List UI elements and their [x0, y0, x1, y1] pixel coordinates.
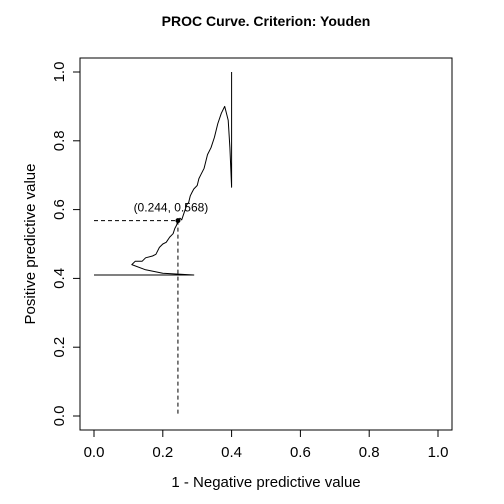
y-tick-label: 0.0: [51, 406, 68, 427]
x-tick-label: 0.8: [359, 444, 380, 461]
x-tick-label: 0.6: [290, 444, 311, 461]
y-axis-label: Positive predictive value: [22, 164, 39, 325]
y-tick-label: 0.2: [51, 337, 68, 358]
annotation-layer: (0.244, 0.568): [94, 201, 208, 416]
x-axis: 0.0 0.2 0.4 0.6 0.8 1.0: [84, 429, 449, 461]
chart-title: PROC Curve. Criterion: Youden: [162, 13, 371, 29]
y-tick-label: 0.6: [51, 199, 68, 220]
x-axis-label: 1 - Negative predictive value: [171, 474, 360, 491]
proc-curve-line: [94, 72, 233, 276]
x-tick-label: 0.2: [152, 444, 173, 461]
y-axis: 0.0 0.2 0.4 0.6 0.8 1.0: [51, 62, 81, 427]
series-layer: [94, 72, 233, 276]
optimal-point: [175, 218, 181, 224]
y-tick-label: 1.0: [51, 62, 68, 83]
optimal-point-label: (0.244, 0.568): [134, 201, 209, 215]
x-tick-label: 0.0: [84, 444, 105, 461]
y-tick-label: 0.4: [51, 268, 68, 289]
x-tick-label: 0.4: [221, 444, 242, 461]
y-tick-label: 0.8: [51, 130, 68, 151]
plot-frame: [79, 57, 453, 431]
x-tick-label: 1.0: [428, 444, 449, 461]
